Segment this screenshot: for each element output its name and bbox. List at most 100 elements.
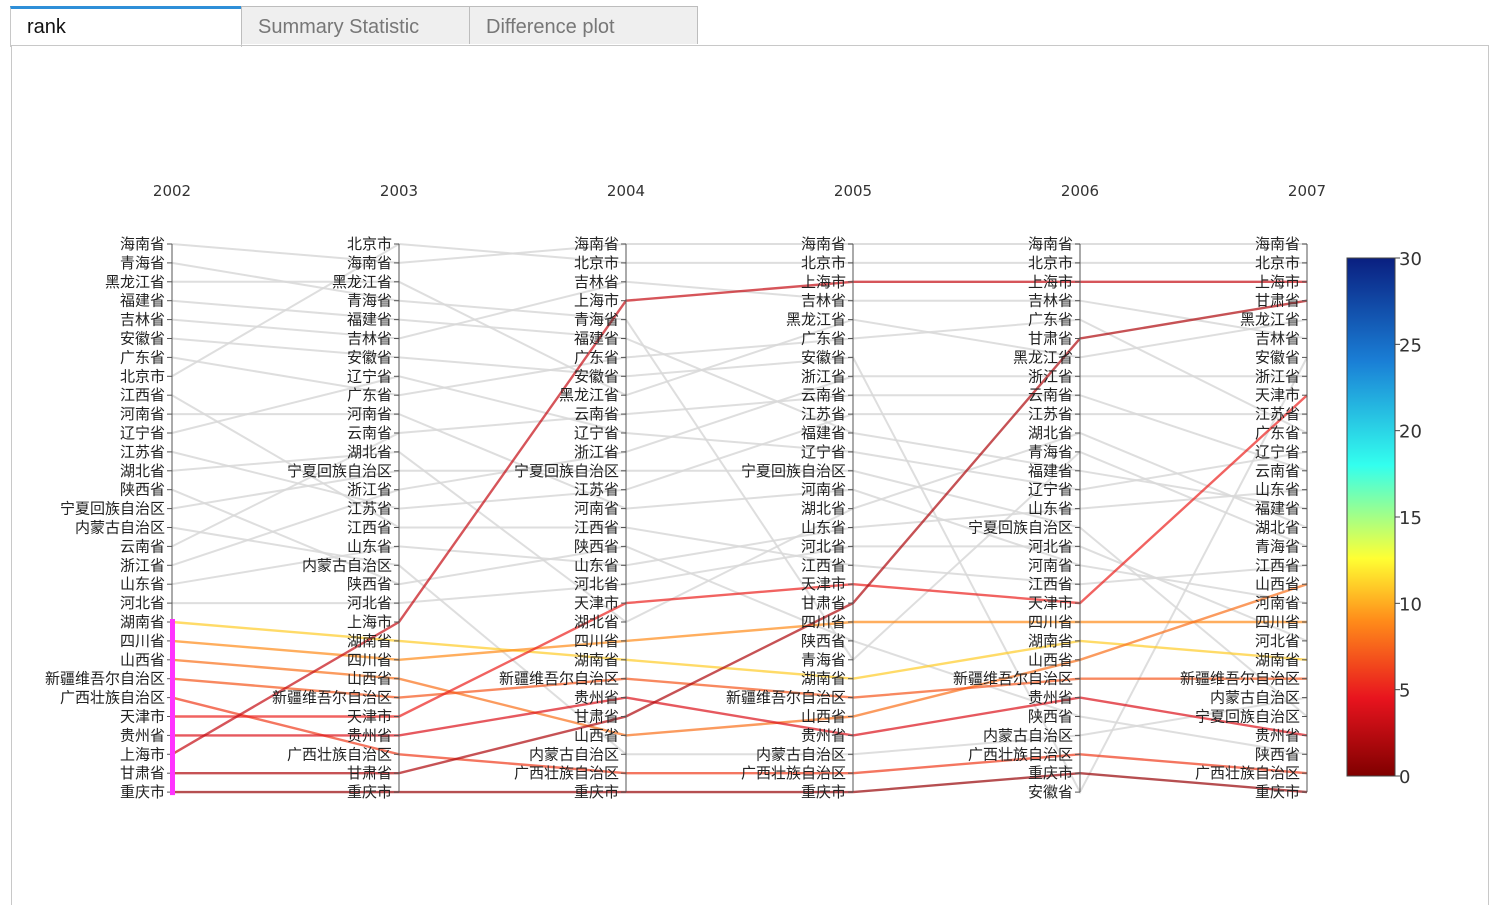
tick-label-2004-8: 安徽省 <box>574 367 619 385</box>
tick-label-2002-3: 黑龙江省 <box>105 273 165 291</box>
tick-label-2006-23: 山西省 <box>1028 651 1073 669</box>
axis-title-2002[interactable]: 2002 <box>153 182 191 200</box>
tick-label-2002-25: 广西壮族自治区 <box>60 689 165 707</box>
tick-label-2004-18: 山东省 <box>574 556 619 574</box>
tick-label-2002-27: 贵州省 <box>120 726 165 744</box>
axis-title-2003[interactable]: 2003 <box>380 182 418 200</box>
series-line-e5b1b1e8a5bfe79c81 <box>171 583 1308 737</box>
tick-label-2002-21: 湖南省 <box>120 613 165 631</box>
axis-title-2004[interactable]: 2004 <box>607 182 645 200</box>
tick-label-2005-20: 甘肃省 <box>801 594 846 612</box>
tick-label-2007-5: 黑龙江省 <box>1240 311 1300 329</box>
axis-title-2007[interactable]: 2007 <box>1288 182 1326 200</box>
series-line-e6b599e6b19fe79c81 <box>171 375 1307 567</box>
tick-label-2006-28: 广西壮族自治区 <box>968 745 1073 763</box>
series-line-e7a68fe5bbbae79c81 <box>171 299 1308 510</box>
tick-label-2002-1: 海南省 <box>120 235 165 253</box>
series-line-e5b9bfe4b89ce79c81 <box>171 318 1308 434</box>
tick-label-2004-14: 江苏省 <box>574 481 619 499</box>
tick-label-2004-25: 贵州省 <box>574 689 619 707</box>
axis-constraint-range[interactable] <box>170 619 175 796</box>
tick-label-2004-5: 青海省 <box>574 311 619 329</box>
tick-label-2003-1: 北京市 <box>347 235 392 253</box>
tick-label-2006-7: 黑龙江省 <box>1013 348 1073 366</box>
tick-label-2005-30: 重庆市 <box>801 783 846 801</box>
tick-label-2005-19: 天津市 <box>801 575 846 593</box>
tick-label-2006-26: 陕西省 <box>1028 708 1073 726</box>
tick-label-2002-4: 福建省 <box>120 292 165 310</box>
tick-label-2005-9: 云南省 <box>801 386 846 404</box>
tick-label-2003-11: 云南省 <box>347 424 392 442</box>
tick-label-2002-8: 北京市 <box>120 367 165 385</box>
tick-label-2002-20: 河北省 <box>120 594 165 612</box>
tick-label-2005-11: 福建省 <box>801 424 846 442</box>
tick-label-2005-22: 陕西省 <box>801 632 846 650</box>
tick-label-2005-13: 宁夏回族自治区 <box>741 462 846 480</box>
tab-rank[interactable]: rank <box>10 6 242 47</box>
tick-label-2007-22: 河北省 <box>1255 632 1300 650</box>
tick-label-2007-1: 海南省 <box>1255 235 1300 253</box>
tick-label-2002-16: 内蒙古自治区 <box>75 519 165 537</box>
tick-label-2003-3: 黑龙江省 <box>332 273 392 291</box>
tick-label-2006-15: 山东省 <box>1028 500 1073 518</box>
colorbar: 0 5 10 15 20 25 30 <box>1346 249 1422 788</box>
tick-label-2003-2: 海南省 <box>347 254 392 272</box>
tick-label-2007-27: 贵州省 <box>1255 726 1300 744</box>
tick-label-2007-26: 宁夏回族自治区 <box>1195 708 1300 726</box>
tick-label-2005-4: 吉林省 <box>801 292 846 310</box>
tick-label-2003-15: 江苏省 <box>347 500 392 518</box>
tick-label-2003-14: 浙江省 <box>347 481 392 499</box>
series-line-e5ae89e5bebde79c81 <box>171 337 1308 795</box>
tick-label-2002-10: 河南省 <box>120 405 165 423</box>
tab-difference-plot[interactable]: Difference plot <box>469 6 698 44</box>
tick-label-2005-7: 安徽省 <box>801 348 846 366</box>
tick-label-2006-17: 河北省 <box>1028 537 1073 555</box>
tick-label-2004-10: 云南省 <box>574 405 619 423</box>
tick-label-2003-9: 广东省 <box>347 386 392 404</box>
tick-label-2002-5: 吉林省 <box>120 311 165 329</box>
tick-label-2004-28: 内蒙古自治区 <box>529 745 619 763</box>
tick-label-2003-18: 内蒙古自治区 <box>302 556 392 574</box>
axes: 2002海南省青海省黑龙江省福建省吉林省安徽省广东省北京市江西省河南省辽宁省江苏… <box>45 182 1326 801</box>
tick-label-2005-23: 青海省 <box>801 651 846 669</box>
series-line-e6b19fe88b8fe79c81 <box>171 413 1307 510</box>
tick-label-2007-7: 安徽省 <box>1255 348 1300 366</box>
tick-label-2004-11: 辽宁省 <box>574 424 619 442</box>
tick-label-2007-28: 陕西省 <box>1255 745 1300 763</box>
tick-label-2007-25: 内蒙古自治区 <box>1210 689 1300 707</box>
tick-label-2006-12: 青海省 <box>1028 443 1073 461</box>
axis-title-2006[interactable]: 2006 <box>1061 182 1099 200</box>
tick-label-2005-6: 广东省 <box>801 330 846 348</box>
tick-label-2007-4: 甘肃省 <box>1255 292 1300 310</box>
tick-label-2003-24: 山西省 <box>347 670 392 688</box>
series-line-e6b2b3e58d97e79c81 <box>172 413 1308 605</box>
series-line-e4ba91e58d97e79c81 <box>171 394 1308 548</box>
tick-label-2006-3: 上海市 <box>1028 273 1073 291</box>
tick-label-2004-26: 甘肃省 <box>574 708 619 726</box>
tick-label-2006-22: 湖南省 <box>1028 632 1073 650</box>
series-line-e59b9be5b79de79c81 <box>171 620 1307 662</box>
tick-label-2002-6: 安徽省 <box>120 330 165 348</box>
series-line-e5a4a9e6b4a5e5b882 <box>172 394 1308 718</box>
tick-label-2002-7: 广东省 <box>120 348 165 366</box>
tick-label-2003-25: 新疆维吾尔自治区 <box>272 689 392 707</box>
tick-label-2006-2: 北京市 <box>1028 254 1073 272</box>
series-line-e6b2b3e58c97e79c81 <box>172 545 1308 642</box>
tick-label-2005-17: 河北省 <box>801 537 846 555</box>
tick-label-2003-7: 安徽省 <box>347 348 392 366</box>
tick-label-2005-15: 湖北省 <box>801 500 846 518</box>
tick-label-2004-30: 重庆市 <box>574 783 619 801</box>
tick-label-2004-17: 陕西省 <box>574 537 619 555</box>
colorbar-tick-label-5: 5 <box>1399 681 1410 702</box>
tick-label-2002-30: 重庆市 <box>120 783 165 801</box>
tick-label-2005-3: 上海市 <box>801 273 846 291</box>
tick-label-2003-22: 湖南省 <box>347 632 392 650</box>
axis-title-2005[interactable]: 2005 <box>834 182 872 200</box>
tick-label-2006-10: 江苏省 <box>1028 405 1073 423</box>
tick-label-2004-9: 黑龙江省 <box>559 386 619 404</box>
tab-summary-statistic[interactable]: Summary Statistic <box>241 6 470 44</box>
tick-label-2004-27: 山西省 <box>574 726 619 744</box>
series-line-e79498e88283e79c81 <box>172 299 1308 775</box>
series-line-e8bebde5ae81e79c81 <box>171 375 1308 491</box>
tick-label-2007-24: 新疆维吾尔自治区 <box>1180 670 1300 688</box>
